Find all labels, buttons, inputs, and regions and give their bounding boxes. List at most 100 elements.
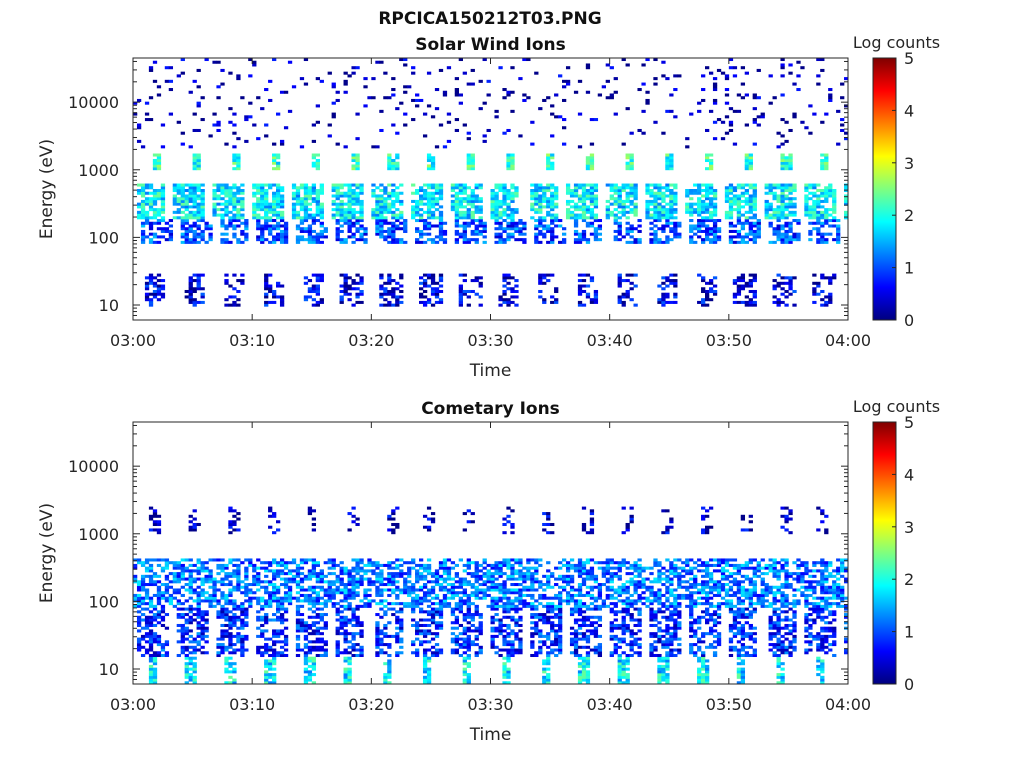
heatmap-cell bbox=[355, 618, 360, 622]
heatmap-cell bbox=[264, 279, 269, 283]
heatmap-cell bbox=[470, 189, 475, 193]
heatmap-cell bbox=[212, 189, 217, 193]
heatmap-cell bbox=[299, 205, 305, 209]
heatmap-cell bbox=[323, 561, 328, 565]
heatmap-cell bbox=[192, 216, 197, 220]
heatmap-cell bbox=[593, 232, 599, 236]
heatmap-cell bbox=[323, 229, 328, 233]
heatmap-cell bbox=[625, 161, 630, 165]
heatmap-cell bbox=[339, 194, 344, 198]
heatmap-cell bbox=[168, 593, 174, 597]
heatmap-cell bbox=[589, 194, 595, 198]
heatmap-cell bbox=[184, 197, 189, 201]
heatmap-cell bbox=[272, 651, 277, 655]
heatmap-cell bbox=[279, 199, 285, 203]
heatmap-cell bbox=[784, 183, 789, 187]
heatmap-cell bbox=[391, 221, 396, 225]
heatmap-cell bbox=[740, 235, 746, 239]
heatmap-cell bbox=[307, 632, 313, 636]
heatmap-cell bbox=[697, 189, 702, 193]
heatmap-cell bbox=[272, 292, 277, 296]
heatmap-cell bbox=[466, 238, 471, 242]
heatmap-cell bbox=[411, 71, 416, 75]
heatmap-cell bbox=[363, 238, 368, 242]
heatmap-cell bbox=[506, 156, 511, 160]
heatmap-cell bbox=[196, 602, 201, 606]
heatmap-cell bbox=[558, 219, 563, 223]
heatmap-cell bbox=[415, 202, 420, 206]
heatmap-cell bbox=[256, 224, 261, 228]
heatmap-cell bbox=[236, 563, 241, 567]
heatmap-cell bbox=[307, 216, 313, 220]
heatmap-cell bbox=[430, 216, 436, 220]
heatmap-cell bbox=[188, 284, 193, 288]
heatmap-cell bbox=[232, 194, 237, 198]
heatmap-cell bbox=[565, 202, 571, 206]
heatmap-cell bbox=[363, 232, 368, 236]
heatmap-cell bbox=[518, 221, 523, 225]
heatmap-cell bbox=[419, 276, 424, 280]
heatmap-cell bbox=[351, 591, 356, 595]
heatmap-cell bbox=[264, 183, 269, 187]
heatmap-cell bbox=[387, 588, 392, 592]
heatmap-cell bbox=[319, 186, 324, 190]
heatmap-cell bbox=[196, 85, 201, 89]
heatmap-cell bbox=[506, 298, 511, 302]
heatmap-cell bbox=[772, 186, 777, 190]
heatmap-cell bbox=[204, 577, 209, 581]
heatmap-cell bbox=[387, 681, 392, 685]
heatmap-cell bbox=[399, 289, 404, 294]
heatmap-cell bbox=[152, 295, 158, 299]
heatmap-cell bbox=[546, 202, 551, 206]
heatmap-cell bbox=[283, 637, 289, 641]
heatmap-cell bbox=[351, 634, 356, 638]
heatmap-cell bbox=[264, 670, 269, 674]
heatmap-cell bbox=[152, 232, 158, 236]
heatmap-cell bbox=[720, 137, 726, 141]
heatmap-cell bbox=[470, 221, 475, 225]
heatmap-cell bbox=[454, 194, 460, 198]
heatmap-cell bbox=[661, 74, 666, 78]
heatmap-cell bbox=[705, 189, 710, 193]
heatmap-cell bbox=[562, 227, 567, 231]
heatmap-cell bbox=[434, 235, 440, 239]
heatmap-cell bbox=[176, 640, 181, 644]
heatmap-cell bbox=[391, 216, 396, 220]
heatmap-cell bbox=[188, 651, 193, 655]
heatmap-cell bbox=[784, 205, 789, 209]
heatmap-cell bbox=[395, 522, 400, 527]
heatmap-cell bbox=[756, 115, 761, 119]
heatmap-cell bbox=[478, 284, 483, 288]
heatmap-cell bbox=[200, 580, 205, 584]
heatmap-cell bbox=[232, 183, 237, 187]
heatmap-cell bbox=[268, 219, 273, 223]
heatmap-cell bbox=[160, 183, 166, 187]
heatmap-cell bbox=[311, 139, 317, 143]
heatmap-cell bbox=[415, 648, 420, 652]
heatmap-cell bbox=[319, 205, 324, 209]
heatmap-cell bbox=[268, 653, 273, 658]
heatmap-cell bbox=[804, 186, 809, 190]
heatmap-cell bbox=[657, 213, 662, 217]
heatmap-cell bbox=[319, 613, 324, 617]
heatmap-cell bbox=[148, 645, 154, 649]
heatmap-cell bbox=[379, 128, 384, 132]
heatmap-cell bbox=[164, 561, 170, 565]
heatmap-cell bbox=[701, 205, 706, 209]
heatmap-cell bbox=[279, 240, 285, 244]
heatmap-cell bbox=[419, 629, 424, 633]
heatmap-cell bbox=[426, 588, 432, 592]
heatmap-cell bbox=[387, 205, 392, 209]
heatmap-cell bbox=[272, 673, 277, 677]
heatmap-cell bbox=[454, 90, 460, 94]
heatmap-cell bbox=[633, 240, 638, 244]
heatmap-cell bbox=[577, 186, 583, 190]
heatmap-cell bbox=[228, 202, 233, 206]
heatmap-cell bbox=[653, 82, 658, 86]
heatmap-cell bbox=[355, 229, 360, 233]
heatmap-cell bbox=[180, 227, 185, 231]
heatmap-cell bbox=[792, 219, 797, 223]
heatmap-cell bbox=[303, 667, 309, 671]
heatmap-cell bbox=[148, 205, 154, 209]
heatmap-cell bbox=[585, 224, 591, 228]
